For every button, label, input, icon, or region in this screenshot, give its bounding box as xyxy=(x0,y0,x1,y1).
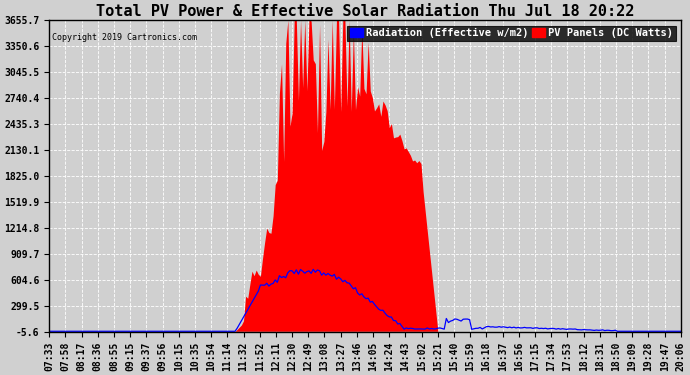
Title: Total PV Power & Effective Solar Radiation Thu Jul 18 20:22: Total PV Power & Effective Solar Radiati… xyxy=(96,4,634,19)
Text: Copyright 2019 Cartronics.com: Copyright 2019 Cartronics.com xyxy=(52,33,197,42)
Legend: Radiation (Effective w/m2), PV Panels (DC Watts): Radiation (Effective w/m2), PV Panels (D… xyxy=(348,26,676,41)
